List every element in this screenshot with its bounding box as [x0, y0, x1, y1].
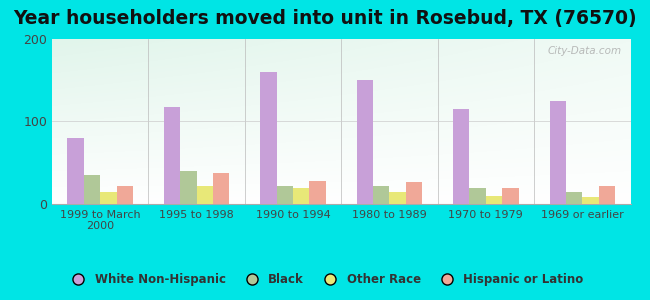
Bar: [180, 171, 196, 204]
Bar: [100, 192, 116, 204]
Bar: [406, 182, 423, 204]
Bar: [68, 138, 84, 204]
Bar: [599, 186, 615, 204]
Text: Year householders moved into unit in Rosebud, TX (76570): Year householders moved into unit in Ros…: [13, 9, 637, 28]
Bar: [357, 80, 373, 204]
Bar: [389, 192, 406, 204]
Bar: [260, 72, 277, 204]
Bar: [84, 175, 100, 204]
Legend: White Non-Hispanic, Black, Other Race, Hispanic or Latino: White Non-Hispanic, Black, Other Race, H…: [62, 269, 588, 291]
Bar: [196, 186, 213, 204]
Text: City-Data.com: City-Data.com: [548, 46, 622, 56]
Bar: [486, 196, 502, 204]
Bar: [309, 181, 326, 204]
Bar: [453, 109, 469, 204]
Bar: [164, 106, 180, 204]
Bar: [277, 186, 293, 204]
Bar: [213, 172, 229, 204]
Bar: [469, 188, 486, 204]
Bar: [293, 188, 309, 204]
Bar: [116, 186, 133, 204]
Bar: [373, 186, 389, 204]
Bar: [566, 193, 582, 204]
Bar: [549, 101, 566, 204]
Bar: [582, 197, 599, 204]
Bar: [502, 188, 519, 204]
